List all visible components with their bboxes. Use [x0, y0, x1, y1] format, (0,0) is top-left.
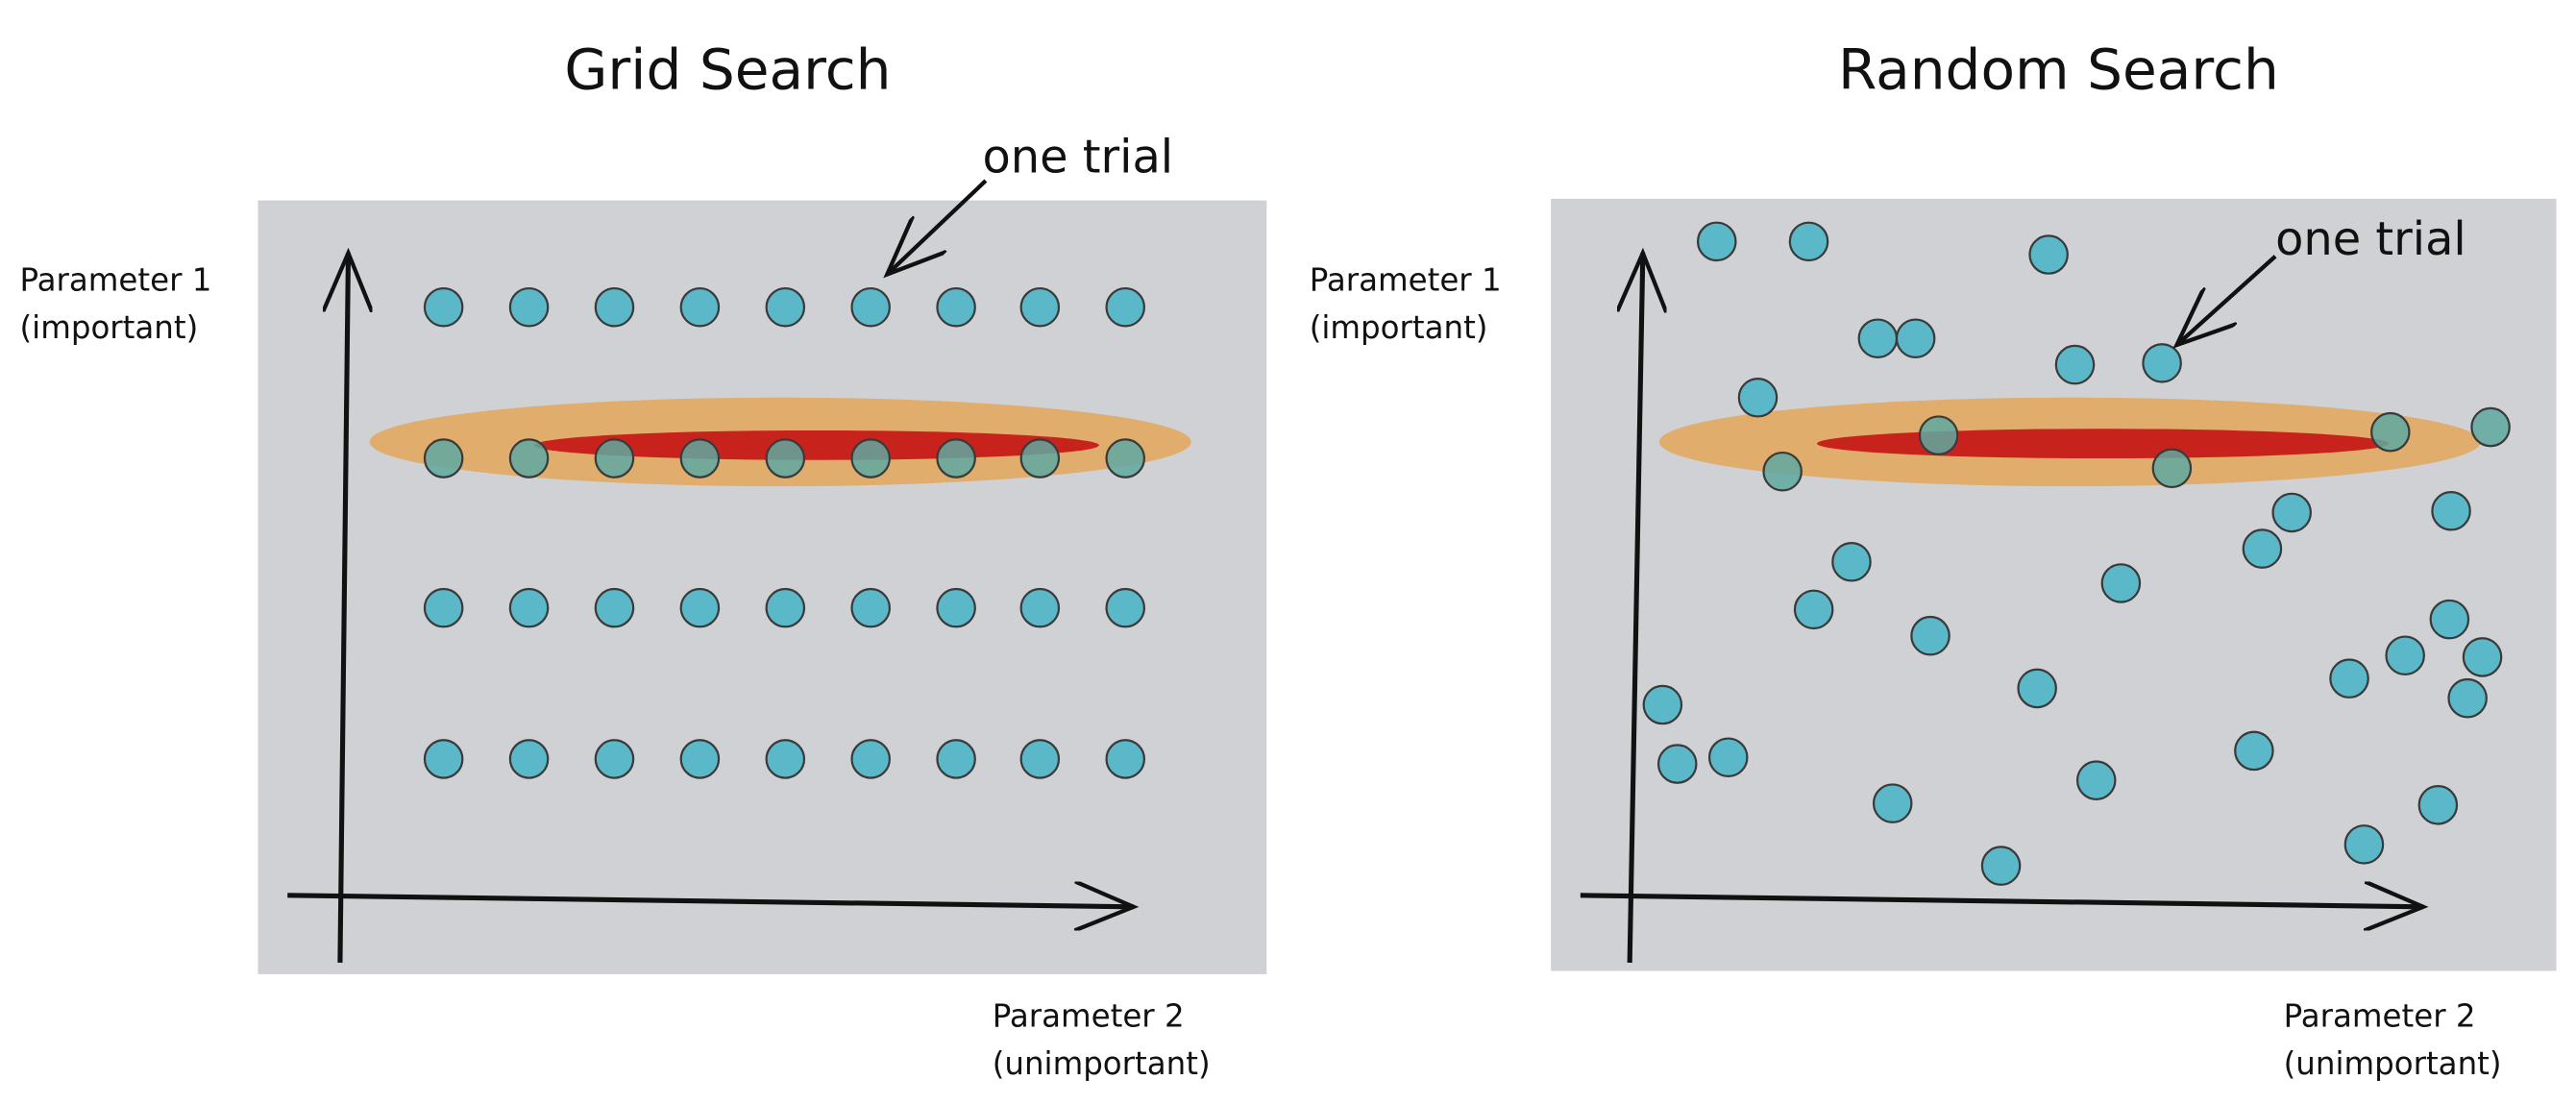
- x-axis: [1580, 895, 2423, 907]
- trial-dot: [936, 587, 976, 628]
- trial-dot: [1019, 739, 1061, 779]
- trial-dot: [594, 739, 635, 779]
- trial-dot: [2343, 824, 2385, 865]
- trial-dot: [850, 739, 891, 779]
- trial-dot: [679, 438, 721, 478]
- panel-background: [258, 200, 1267, 974]
- trial-dot: [2234, 730, 2274, 772]
- trial-dot: [1019, 587, 1061, 628]
- y-label: (important): [20, 309, 199, 346]
- trial-dot: [765, 739, 806, 779]
- trial-dot: [2329, 658, 2369, 699]
- trial-dot: [423, 438, 464, 478]
- trial-dot: [850, 438, 891, 478]
- trial-dot: [2462, 637, 2503, 677]
- annotation: one trial: [982, 132, 1173, 184]
- annotation: one trial: [2275, 213, 2466, 266]
- x-label: Parameter 2: [2284, 998, 2476, 1035]
- x-label: (unimportant): [2284, 1045, 2502, 1082]
- trial-dot: [1910, 615, 1950, 656]
- trial-dot: [1980, 846, 2022, 886]
- trial-dot: [508, 587, 550, 628]
- trial-dot: [850, 286, 891, 328]
- trial-dot: [1793, 589, 1834, 630]
- y-axis: [340, 253, 349, 963]
- trial-dot: [1762, 451, 1803, 492]
- trials: [423, 286, 1146, 779]
- trial-dot: [508, 739, 550, 779]
- trial-dot: [594, 587, 635, 628]
- y-label: (important): [1310, 309, 1488, 346]
- trial-dot: [2075, 760, 2117, 800]
- trial-dot: [1872, 783, 1913, 823]
- trial-dot: [1019, 438, 1061, 478]
- trial-dot: [2242, 528, 2283, 569]
- trial-dot: [765, 587, 806, 628]
- trial-dot: [2142, 343, 2182, 383]
- trial-dot: [423, 587, 464, 628]
- trial-dot: [679, 587, 721, 628]
- trial-dot: [1737, 378, 1779, 418]
- y-label: Parameter 1: [1310, 262, 1502, 299]
- trial-dot: [2017, 668, 2057, 709]
- trial-dot: [1895, 318, 1936, 358]
- trial-dot: [1918, 415, 1959, 455]
- trial-dot: [1788, 221, 1829, 262]
- trial-dot: [1105, 587, 1146, 628]
- trial-dot: [2417, 785, 2459, 825]
- trial-dot: [936, 438, 976, 478]
- panel-title: Random Search: [1838, 37, 2279, 102]
- trial-dot: [423, 739, 464, 779]
- trial-dot: [2054, 344, 2096, 385]
- y-axis: [1630, 253, 1643, 964]
- trial-dot: [2431, 490, 2471, 531]
- trial-dot: [2271, 492, 2312, 533]
- trial-dot: [2447, 677, 2488, 719]
- trial-dot: [423, 286, 464, 328]
- trial-dot: [2429, 599, 2470, 640]
- grid-panel: Grid Search one trial Parameter 1 (impor…: [20, 37, 1267, 1082]
- x-axis: [287, 895, 1134, 907]
- trial-dot: [1707, 737, 1749, 778]
- trial-dot: [1696, 221, 1737, 262]
- trial-dot: [594, 286, 635, 328]
- trial-dot: [1642, 684, 1683, 725]
- trial-dot: [679, 739, 721, 779]
- trials: [1642, 221, 2511, 886]
- trial-dot: [2470, 406, 2511, 448]
- annotation-arrow: [887, 179, 988, 274]
- trial-dot: [765, 286, 806, 328]
- annotation-arrow: [2177, 255, 2277, 345]
- trial-dot: [1857, 318, 1899, 358]
- random-panel: Random Search one trial Parameter 1 (imp…: [1310, 37, 2557, 1082]
- trial-dot: [1105, 438, 1146, 478]
- trial-dot: [508, 438, 550, 478]
- trial-dot: [594, 438, 635, 478]
- trial-dot: [1105, 739, 1146, 779]
- trial-dot: [1105, 286, 1146, 328]
- y-label: Parameter 1: [20, 262, 212, 299]
- x-label: Parameter 2: [993, 998, 1185, 1035]
- trial-dot: [1831, 541, 1872, 582]
- trial-dot: [1656, 744, 1698, 784]
- trial-dot: [1019, 286, 1061, 328]
- trial-dot: [2385, 635, 2425, 675]
- trial-dot: [508, 286, 550, 328]
- region-best: [1817, 429, 2390, 459]
- trial-dot: [850, 587, 891, 628]
- trial-dot: [2370, 411, 2411, 453]
- trial-dot: [2100, 563, 2142, 603]
- trial-dot: [936, 286, 976, 328]
- trial-dot: [2028, 234, 2069, 275]
- panel-title: Grid Search: [564, 37, 891, 102]
- trial-dot: [2151, 448, 2193, 489]
- trial-dot: [936, 739, 976, 779]
- x-label: (unimportant): [993, 1045, 1211, 1082]
- trial-dot: [765, 438, 806, 478]
- trial-dot: [679, 286, 721, 328]
- panel-background: [1551, 198, 2557, 971]
